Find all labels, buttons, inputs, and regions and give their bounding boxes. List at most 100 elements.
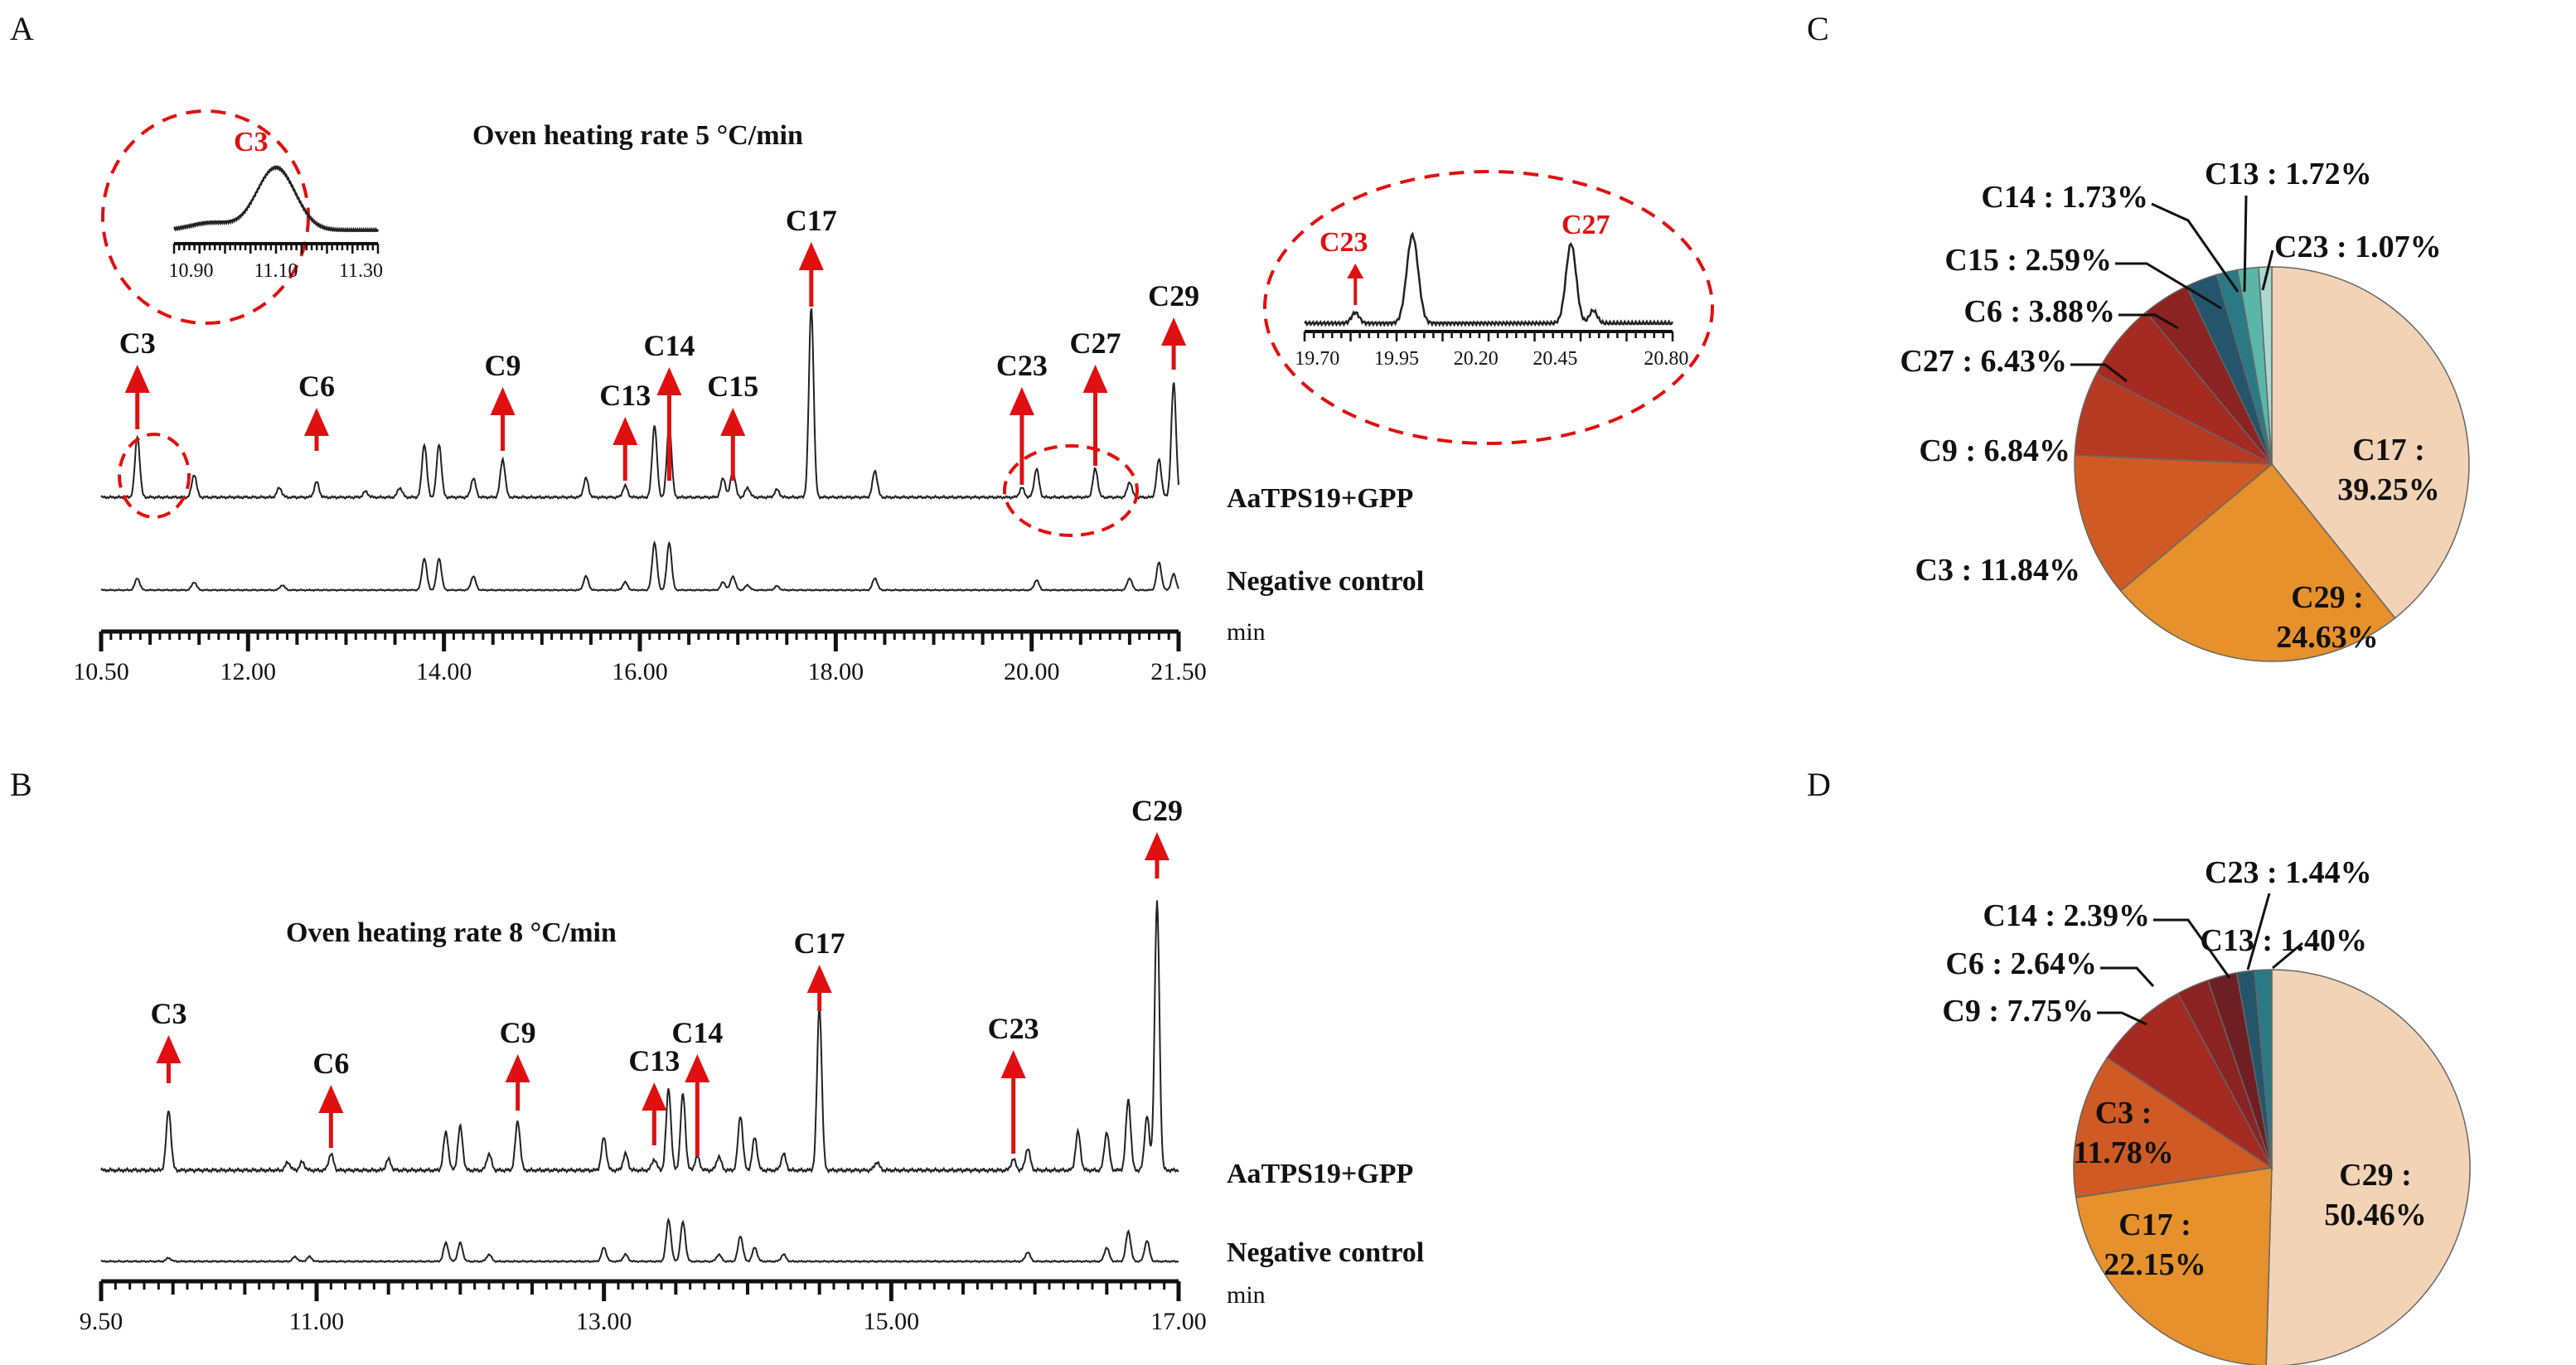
pie-d-leader-c23 [2246,893,2271,971]
chrom-b-arrow-head [642,1082,667,1111]
trace-label-a-sample: AaTPS19+GPP [1227,483,1413,514]
chrom-a-arrow-head [1082,365,1108,393]
chrom-a-peak-label: C17 [786,204,837,237]
pie-c-slice-c17 [2271,266,2470,619]
chrom-a-peak-label: C6 [298,370,335,403]
pie-c-label-c23: C23 : 1.07% [2274,230,2442,264]
axis-unit-b: min [1227,1281,1266,1309]
chrom-b-peak-label: C14 [671,1016,723,1049]
pie-d-slice-c17 [2075,1167,2273,1365]
chrom-b-arrow-head [1145,832,1169,860]
chrom-a-peak-label: C9 [485,349,521,382]
chrom-a-peak-label: C27 [1070,327,1121,360]
pie-d-label-c17: C17 : [2118,1208,2191,1242]
chrom-a-peak-label: C13 [599,379,651,412]
pie-d-slice-c29 [2265,969,2471,1365]
panel-b-title: Oven heating rate 8 °C/min [286,917,617,948]
pie-c-label-c15: C15 : 2.59% [1944,243,2112,278]
pie-d-label-c14: C14 : 2.39% [1983,898,2150,933]
pie-d-label-c6: C6 : 2.64% [1945,946,2097,981]
chrom-a-trace-0 [100,307,1179,501]
chrom-a-tick-label: 20.00 [1004,658,1060,685]
pie-c-leader-c23 [2261,249,2274,291]
trace-label-b-control: Negative control [1227,1237,1424,1268]
inset-c3-tick-label: 11.30 [339,260,383,282]
trace-label-a-control: Negative control [1227,566,1424,597]
chrom-a-tick-label: 10.50 [73,658,129,685]
chrom-b-trace-0 [100,900,1179,1174]
inset-c3-label: C3 [234,127,269,157]
inset-c23-c27-tick-label: 19.95 [1374,348,1419,370]
highlight-c3-circle [118,433,191,519]
chrom-a-arrow-head [798,242,824,270]
chrom-b-tick-label: 9.50 [80,1308,123,1335]
chrom-b-peak-label: C6 [312,1047,349,1080]
pie-c-label-c17: C17 : [2352,433,2425,467]
chrom-a-tick-label: 12.00 [220,658,277,685]
pie-d-slice-c13 [2254,969,2273,1169]
chrom-b-arrow-head [685,1054,710,1082]
chrom-a-peak-label: C29 [1148,279,1199,312]
panel-letter-d: D [1807,766,1831,803]
chrom-b-tick-label: 15.00 [864,1308,920,1335]
pie-c-label-c13: C13 : 1.72% [2205,157,2372,191]
pie-d-pct-c3: 11.78% [2073,1135,2173,1170]
pie-c-label-c3: C3 : 11.84% [1915,553,2081,588]
panel-letter-a: A [10,10,34,47]
chrom-a-arrow-head [490,387,516,415]
pie-c-pct-c29: 24.63% [2276,620,2379,655]
inset-c3-tick-label: 10.90 [169,260,214,282]
pie-d-leader-c13 [2272,941,2303,970]
chrom-a-peak-label: C15 [707,370,758,403]
chrom-a-tick-label: 16.00 [612,658,668,685]
pie-d-label-c29: C29 : [2339,1158,2412,1193]
chrom-a-peak-label: C3 [119,327,156,360]
pie-d-label-c3: C3 : [2095,1096,2152,1130]
inset-c23-label: C23 [1319,227,1368,258]
pie-c-leader-c27 [2070,363,2128,383]
chrom-a-arrow-head [720,408,746,436]
chrom-a-arrow-head [304,408,329,436]
pie-c-label-c9: C9 : 6.84% [1919,433,2070,468]
panel-letter-c: C [1807,10,1829,47]
chrom-a-arrow-head [1161,317,1187,346]
pie-c-pct-c17: 39.25% [2337,472,2440,507]
chrom-a-arrow-head [613,417,638,445]
inset-c27-label: C27 [1562,210,1610,240]
chrom-b-trace-1 [100,1217,1179,1264]
chrom-b-peak-label: C3 [150,997,186,1030]
chrom-b-peak-label: C9 [500,1016,536,1049]
pie-d-slice-c3 [2073,1057,2274,1198]
inset-c23-c27-trace [1304,231,1674,327]
pie-d-label-c23: C23 : 1.44% [2205,855,2372,890]
pie-d-pct-c17: 22.15% [2104,1247,2206,1282]
chrom-a-arrow-head [124,365,150,393]
chrom-a-arrow-head [656,367,682,395]
chrom-b-peak-label: C29 [1131,794,1183,827]
chrom-b-arrow-head [1000,1050,1026,1078]
pie-d-leader-c14 [2153,918,2231,979]
inset-c23-c27-tick-label: 19.70 [1295,348,1339,370]
chrom-a-arrow-head [1009,387,1034,415]
inset-c3-ellipse [101,109,310,325]
chrom-b-peak-label: C17 [794,927,845,960]
chrom-a-tick-label: 14.00 [416,658,472,685]
chrom-a-peak-label: C23 [996,349,1048,382]
inset-c3-tick-label: 11.10 [254,260,298,282]
inset-c23-c27-tick-label: 20.45 [1533,348,1577,370]
inset-c23-c27-arrow-head [1347,264,1364,278]
chrom-b-tick-label: 13.00 [576,1308,632,1335]
chrom-a-tick-label: 21.50 [1150,658,1207,685]
inset-c3-trace [172,164,380,233]
pie-c-leader-c14 [2151,202,2239,293]
chrom-b-tick-label: 11.00 [289,1308,344,1335]
inset-c23-c27-tick-label: 20.80 [1644,348,1688,370]
pie-c-label-c27: C27 : 6.43% [1900,344,2067,379]
pie-c-label-c14: C14 : 1.73% [1981,180,2148,215]
chrom-a-tick-label: 18.00 [808,658,864,685]
pie-c-label-c6: C6 : 3.88% [1963,294,2115,329]
inset-c23-c27-ellipse [1263,170,1714,445]
chrom-b-arrow-head [505,1054,530,1082]
